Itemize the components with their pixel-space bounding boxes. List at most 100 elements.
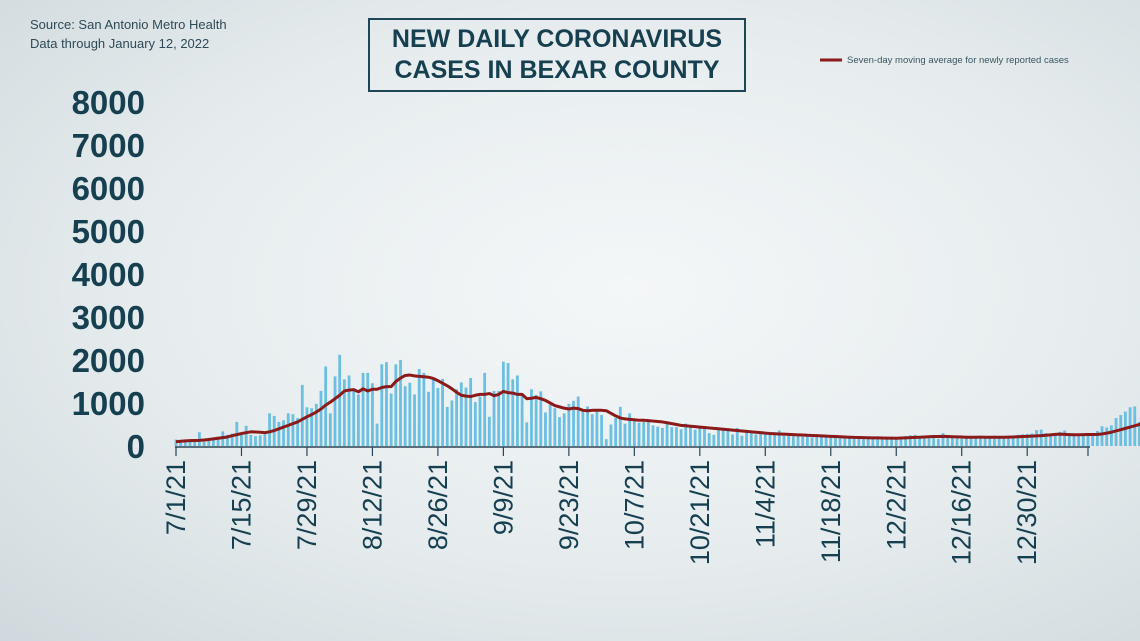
case-bar <box>983 438 987 446</box>
case-bar <box>646 420 650 446</box>
case-bar <box>899 436 903 446</box>
case-bar <box>1007 436 1010 446</box>
case-bar <box>894 438 898 446</box>
case-bar <box>796 434 800 446</box>
case-bar <box>1105 427 1109 446</box>
case-bar <box>866 438 870 446</box>
case-bar <box>618 406 622 446</box>
case-bar <box>703 426 706 446</box>
case-bar <box>665 421 669 446</box>
case-bar <box>216 436 220 446</box>
case-bar <box>1077 435 1081 446</box>
case-bar <box>548 404 552 446</box>
case-bar <box>955 438 959 446</box>
case-bar <box>740 435 744 446</box>
case-bar <box>403 386 407 446</box>
case-bar <box>300 384 304 446</box>
case-bar <box>590 414 594 446</box>
case-bar <box>361 372 365 446</box>
y-tick-label: 3000 <box>72 299 145 336</box>
case-bar <box>1002 437 1006 446</box>
case-bar <box>679 429 683 446</box>
case-bar <box>389 393 393 446</box>
moving-average-line <box>175 373 1140 444</box>
case-bar <box>296 418 300 446</box>
case-bar <box>441 378 444 446</box>
case-bar <box>820 436 823 446</box>
case-bar <box>230 433 234 446</box>
case-bar <box>520 394 524 446</box>
case-bar <box>310 408 314 446</box>
y-tick-label: 6000 <box>72 170 145 207</box>
case-bar <box>604 439 608 446</box>
case-bar <box>193 439 197 446</box>
legend: Seven-day moving average for newly repor… <box>820 55 1069 66</box>
x-tick-label: 9/23/21 <box>554 460 584 550</box>
case-bar <box>623 423 627 446</box>
case-bar <box>1030 433 1034 446</box>
case-bar <box>848 438 851 446</box>
case-bar <box>993 435 996 446</box>
case-bar <box>918 437 922 446</box>
case-bar <box>745 432 748 446</box>
chart-title: NEW DAILY CORONAVIRUS CASES IN BEXAR COU… <box>368 18 746 92</box>
case-bar <box>497 390 501 446</box>
case-bar <box>314 403 318 446</box>
case-bar <box>670 427 674 446</box>
chart-title-line-1: NEW DAILY CORONAVIRUS <box>391 25 723 53</box>
case-bar <box>735 427 739 446</box>
y-tick-label: 0 <box>127 428 145 465</box>
case-bar <box>319 390 323 446</box>
case-bar <box>922 437 926 446</box>
case-bar <box>946 437 950 446</box>
case-bar <box>586 406 589 446</box>
case-bar <box>1091 433 1095 446</box>
case-bar <box>202 439 206 446</box>
case-bar <box>675 427 678 446</box>
case-bar <box>824 437 828 446</box>
x-tick-label: 8/12/21 <box>357 460 387 550</box>
case-bar <box>567 403 571 446</box>
case-bar <box>422 372 426 446</box>
case-bar <box>759 433 763 446</box>
case-bar <box>988 436 992 446</box>
x-tick-label: 12/2/21 <box>881 460 911 550</box>
y-axis-ticks: 0 1000 2000 3000 4000 5000 6000 7000 8000 <box>72 84 145 465</box>
case-bar <box>258 435 262 446</box>
source-line: Source: San Antonio Metro Health <box>30 17 227 32</box>
case-bar <box>801 436 805 446</box>
case-bar <box>777 430 781 446</box>
y-tick-label: 1000 <box>72 385 145 422</box>
case-bar <box>1021 434 1024 446</box>
case-bar <box>286 413 290 446</box>
case-bar <box>530 389 533 446</box>
case-bar <box>305 407 309 446</box>
data-through-line: Data through January 12, 2022 <box>30 36 210 51</box>
case-bar <box>244 425 248 446</box>
case-bar <box>628 413 632 446</box>
x-tick-label: 10/7/21 <box>619 460 649 550</box>
case-bar <box>950 436 954 446</box>
case-bar <box>862 439 865 446</box>
case-bar <box>464 387 468 446</box>
case-bar <box>684 423 688 446</box>
x-tick-label: 7/29/21 <box>292 460 322 550</box>
case-bar <box>417 369 421 446</box>
case-bar <box>1058 431 1062 446</box>
x-tick-label: 7/1/21 <box>161 460 191 535</box>
case-bar <box>459 382 463 446</box>
case-bar <box>997 436 1001 446</box>
case-bar <box>268 413 271 446</box>
case-bar <box>1086 433 1090 446</box>
case-bar <box>965 437 968 446</box>
case-bar <box>609 424 613 446</box>
case-bar <box>282 420 285 446</box>
case-bar <box>1095 430 1099 446</box>
case-bar <box>413 394 416 446</box>
case-bar <box>212 437 215 446</box>
case-bar <box>829 436 833 446</box>
case-bar <box>183 440 187 446</box>
case-bar <box>544 412 547 446</box>
case-bar <box>904 436 908 446</box>
y-tick-label: 7000 <box>72 127 145 164</box>
